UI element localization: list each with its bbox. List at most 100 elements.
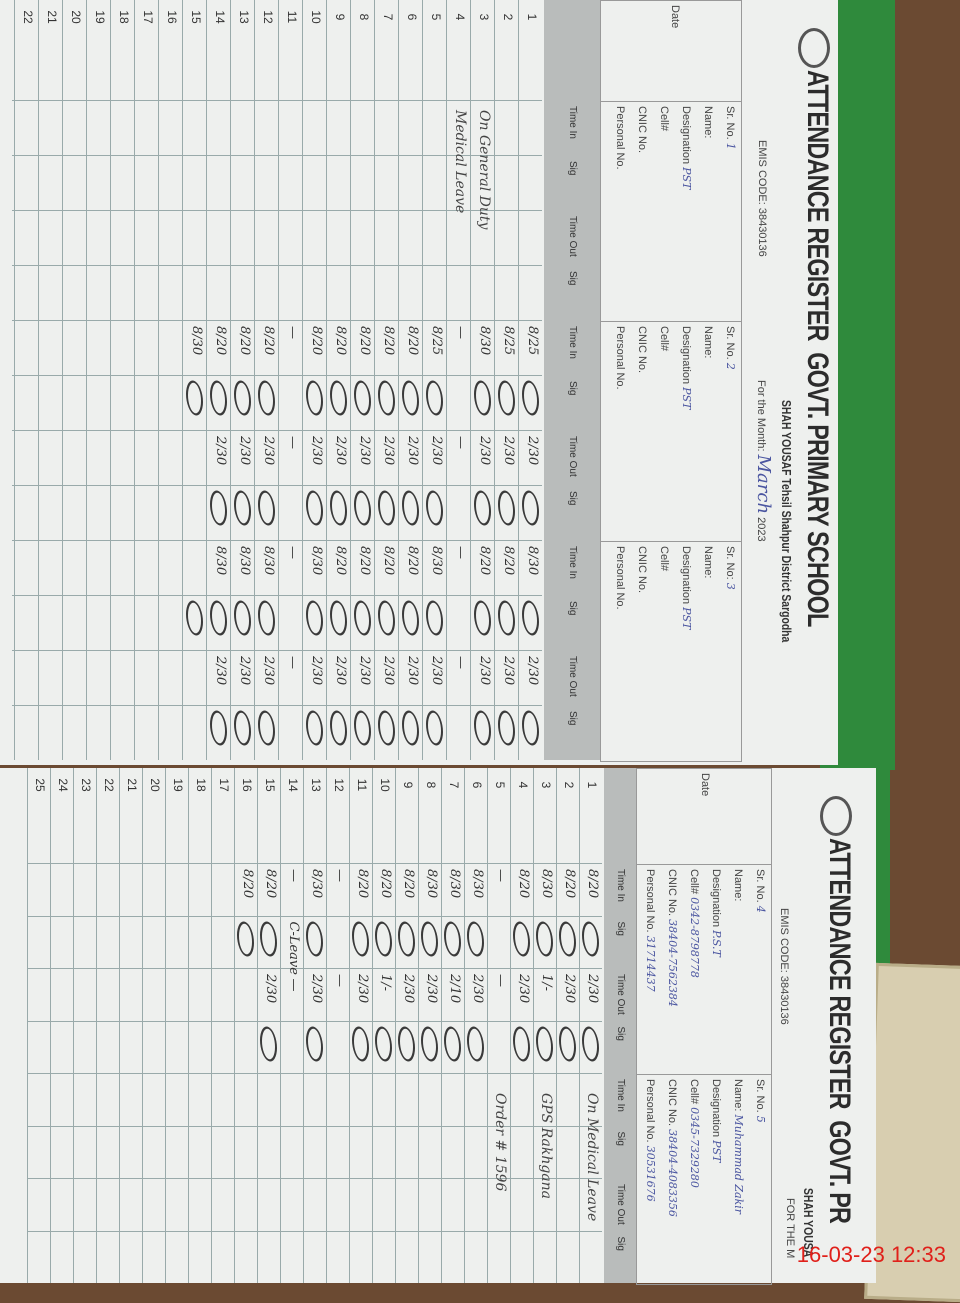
row-date: 2: [501, 13, 515, 21]
row-date: 15: [263, 778, 277, 792]
field-label: Cell#: [658, 106, 670, 132]
date-label: Date: [699, 773, 711, 797]
time-entry: —: [453, 436, 468, 449]
staff-field: CNIC No. 38404-4083356: [661, 1075, 683, 1285]
time-entry: 8/20: [405, 326, 420, 356]
field-label: Sr. No.: [724, 106, 736, 140]
signature-mark: [234, 707, 251, 749]
subheader: Time Out: [567, 436, 578, 477]
time-entry: 2/30: [477, 436, 492, 466]
column-header-band: Time In Sig Time Out Sig Time In Sig Time Out S…: [604, 768, 636, 1283]
signature-mark: [354, 377, 371, 419]
time-entry: —: [493, 869, 508, 882]
time-entry: 1/-: [378, 974, 393, 992]
signature-mark: [398, 1022, 415, 1065]
field-value: Muhammad Zakir: [732, 1114, 745, 1215]
staff-field: Sr. No. 4: [749, 865, 771, 1075]
staff-field: Designation P.S.T: [705, 865, 727, 1075]
signature-mark: [306, 377, 323, 419]
time-entry: 8/30: [447, 869, 462, 899]
signature-mark: [330, 597, 347, 639]
signature-mark: [210, 597, 227, 639]
row-remark: Order # 1596: [492, 1093, 508, 1192]
emis-code: EMIS CODE: 38430136: [778, 908, 790, 1025]
row-date: 6: [470, 781, 484, 789]
signature-mark: [498, 377, 515, 419]
field-label: Personal No.: [614, 106, 626, 170]
time-entry: 8/30: [189, 326, 204, 356]
staff-field: Name:: [697, 542, 719, 762]
time-entry: —: [285, 656, 300, 669]
time-entry: 2/30: [333, 436, 348, 466]
time-entry: 8/20: [381, 326, 396, 356]
time-entry: 2/30: [405, 436, 420, 466]
field-value: PST: [710, 1140, 723, 1163]
signature-mark: [498, 487, 515, 529]
table-row: 9 8/20 2/30: [395, 768, 418, 1283]
staff-field: Name:: [727, 865, 749, 1075]
time-entry: 8/20: [240, 869, 255, 899]
row-date: 16: [165, 10, 179, 24]
time-entry: 8/20: [501, 546, 516, 576]
table-row: 5 8/25 2/30 8/30 2/30: [422, 0, 446, 760]
signature-mark: [375, 1022, 392, 1065]
row-date: 15: [189, 10, 203, 24]
register-title: ATTENDANCE REGISTER GOVT. PRIMARY SCHOOL: [801, 70, 834, 627]
signature-mark: [426, 597, 443, 639]
time-entry: 8/30: [525, 546, 540, 576]
field-value: 0345-7329280: [688, 1107, 701, 1188]
field-label: CNIC No.: [666, 869, 678, 917]
time-entry: 8/20: [585, 869, 600, 899]
field-label: CNIC No.: [636, 106, 648, 154]
table-row: 4 8/20 2/30: [510, 768, 533, 1283]
field-label: Name:: [732, 1079, 744, 1112]
table-row: 1 8/25 2/30 8/30 2/30: [518, 0, 542, 760]
logo-icon: [820, 796, 852, 836]
signature-mark: [375, 917, 392, 960]
subheader: Time In: [567, 326, 578, 359]
time-entry: 2/30: [501, 436, 516, 466]
field-label: Designation: [710, 1079, 722, 1138]
staff-field: Cell#: [653, 322, 675, 542]
field-label: Sr. No.: [724, 326, 736, 360]
signature-mark: [352, 1022, 369, 1065]
row-date: 20: [148, 778, 162, 792]
time-entry: 8/25: [501, 326, 516, 356]
time-entry: 2/30: [357, 656, 372, 686]
signature-mark: [467, 917, 484, 960]
table-row: 22: [96, 768, 119, 1283]
date-label: Date: [669, 5, 681, 29]
subheader: Time Out: [615, 974, 626, 1015]
staff-info-block: Date Sr. No. 1 Name: Designation PST Cell# …: [600, 0, 742, 762]
row-date: 9: [401, 781, 415, 789]
time-entry: —: [285, 546, 300, 559]
register-title: ATTENDANCE REGISTER GOVT. PR: [823, 838, 856, 1224]
signature-mark: [536, 917, 553, 960]
staff-field: Designation PST: [705, 1075, 727, 1285]
signature-mark: [306, 707, 323, 749]
left-register-page: ATTENDANCE REGISTER GOVT. PRIMARY SCHOOL…: [0, 0, 838, 765]
staff-column: Sr. No. 4 Name: Designation P.S.T Cell# 03…: [637, 864, 771, 1075]
staff-column: Sr. No. 5 Name: Muhammad Zakir Designation…: [637, 1074, 771, 1285]
time-entry: 8/20: [477, 546, 492, 576]
signature-mark: [306, 1022, 323, 1065]
school-subtitle: SHAH YOUSAF Tehsil Shahpur District Sarg…: [779, 400, 794, 643]
table-row: 21: [38, 0, 62, 760]
subheader: Time Out: [567, 216, 578, 257]
row-date: 6: [405, 13, 419, 21]
table-row: 9 8/20 2/30 8/20 2/30: [326, 0, 350, 760]
row-date: 4: [453, 13, 467, 21]
time-entry: —: [332, 869, 347, 882]
subheader: Sig: [615, 1131, 626, 1146]
field-label: Personal No.: [614, 326, 626, 390]
time-entry: 8/20: [309, 326, 324, 356]
signature-mark: [522, 487, 539, 529]
row-remark: On General Duty: [476, 110, 492, 230]
time-entry: —: [332, 974, 347, 987]
subheader: Sig: [567, 161, 578, 176]
signature-mark: [426, 707, 443, 749]
time-entry: 8/20: [562, 869, 577, 899]
subheader: Sig: [567, 381, 578, 396]
signature-mark: [522, 377, 539, 419]
row-date: 4: [516, 781, 530, 789]
